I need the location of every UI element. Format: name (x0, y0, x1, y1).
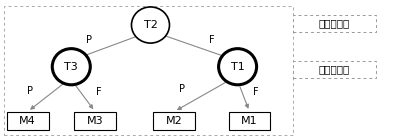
Text: 第一步测试: 第一步测试 (319, 19, 350, 29)
Text: F: F (95, 87, 101, 97)
FancyBboxPatch shape (154, 111, 195, 130)
FancyBboxPatch shape (293, 61, 376, 78)
Text: M2: M2 (166, 116, 183, 126)
Ellipse shape (131, 7, 169, 43)
Text: P: P (179, 85, 185, 94)
Text: M3: M3 (87, 116, 103, 126)
Ellipse shape (219, 49, 257, 85)
Text: F: F (209, 35, 215, 45)
FancyBboxPatch shape (293, 15, 376, 32)
Text: F: F (253, 87, 258, 97)
FancyBboxPatch shape (229, 111, 270, 130)
FancyBboxPatch shape (4, 6, 293, 135)
Text: M4: M4 (19, 116, 36, 126)
FancyBboxPatch shape (74, 111, 116, 130)
Text: P: P (27, 86, 32, 96)
Text: T3: T3 (65, 62, 78, 72)
Ellipse shape (52, 49, 90, 85)
Text: 第二步测试: 第二步测试 (319, 64, 350, 75)
Text: T1: T1 (231, 62, 244, 72)
Text: T2: T2 (143, 20, 158, 30)
Text: P: P (86, 35, 92, 45)
Text: M1: M1 (241, 116, 258, 126)
FancyBboxPatch shape (7, 111, 49, 130)
